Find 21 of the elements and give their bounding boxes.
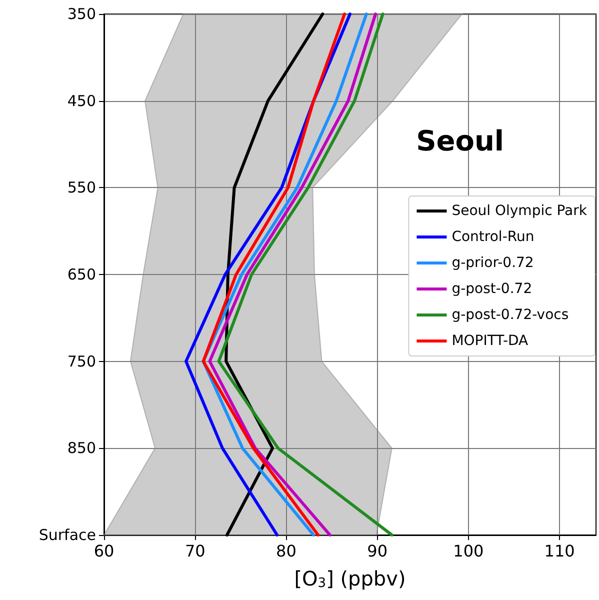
- legend-label: MOPITT-DA: [452, 333, 529, 349]
- y-tick-label: 450: [67, 92, 96, 110]
- y-tick-label: Surface: [38, 526, 96, 544]
- y-tick-label: 550: [67, 178, 96, 197]
- legend-label: Control-Run: [452, 229, 534, 245]
- y-tick-label: 650: [67, 266, 96, 284]
- x-tick-label: 70: [184, 542, 206, 560]
- legend-label: g-prior-0.72: [452, 255, 534, 271]
- x-axis-title: [O3] (ppbv): [294, 566, 406, 591]
- y-tick-label: 750: [67, 352, 96, 370]
- x-tick-label: 90: [367, 542, 388, 560]
- legend-label: g-post-0.72-vocs: [452, 307, 569, 323]
- y-tick-label: 350: [67, 5, 96, 23]
- x-tick-label: 100: [453, 542, 484, 560]
- x-tick-label: 110: [544, 542, 575, 560]
- legend-label: g-post-0.72: [452, 281, 532, 297]
- x-tick-label: 60: [94, 542, 114, 560]
- y-tick-label: 850: [67, 439, 96, 458]
- x-tick-label: 80: [276, 542, 296, 560]
- legend-label: Seoul Olympic Park: [452, 203, 588, 219]
- text: Seoul: [416, 124, 504, 158]
